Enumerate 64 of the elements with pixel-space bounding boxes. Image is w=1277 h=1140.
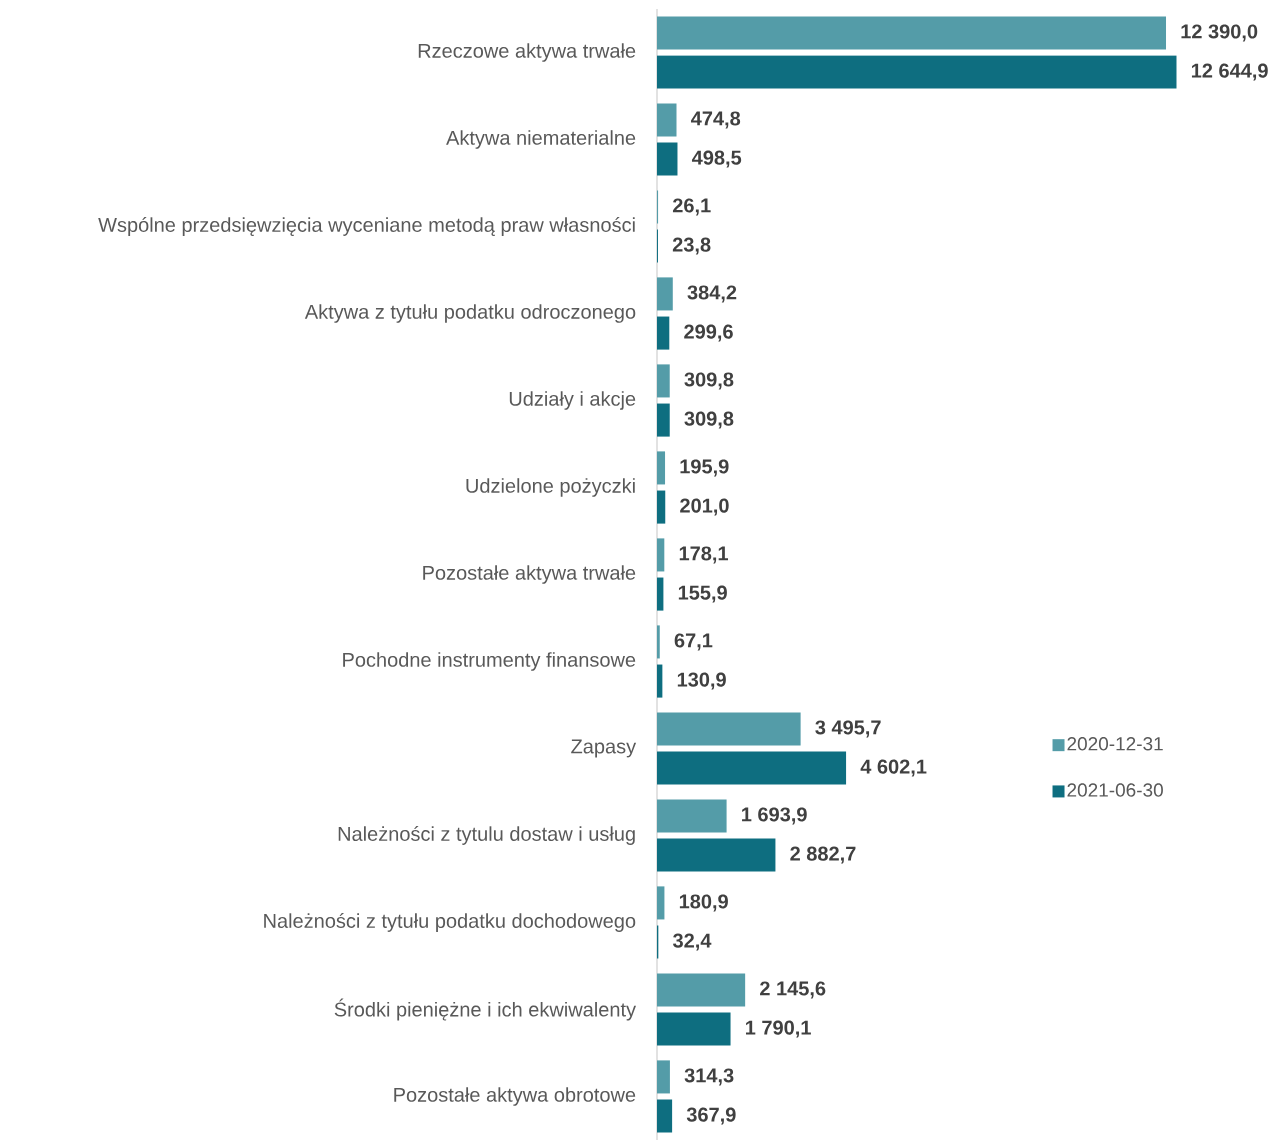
- bar: [657, 625, 660, 659]
- y-tick-label: Środki pieniężne i ich ekwiwalenty: [334, 998, 637, 1021]
- data-label: 26,1: [672, 198, 711, 216]
- bar: [657, 838, 776, 872]
- bar: [657, 1012, 731, 1046]
- data-label: 1 693,9: [742, 807, 807, 825]
- bar: [657, 712, 801, 746]
- data-label: 195,9: [680, 459, 729, 477]
- bar: [657, 16, 1167, 50]
- data-label: 155,9: [678, 585, 727, 603]
- y-tick-label: Pochodne instrumenty finansowe: [343, 652, 636, 671]
- bar: [657, 1060, 670, 1094]
- y-tick-label: Udziały i akcje: [509, 391, 636, 410]
- data-label: 367,9: [686, 1107, 736, 1125]
- bar: [657, 451, 666, 485]
- data-label: 498,5: [691, 150, 742, 168]
- bar: [657, 55, 1177, 89]
- bar: [657, 799, 727, 833]
- bar: [657, 886, 665, 920]
- data-label: 180,9: [679, 894, 728, 912]
- data-label: 12 644,9: [1191, 63, 1268, 81]
- data-label: 384,2: [687, 285, 737, 303]
- y-tick-label: Pozostałe aktywa obrotowe: [394, 1087, 636, 1106]
- data-label: 314,3: [684, 1068, 734, 1086]
- data-label: 201,0: [680, 498, 729, 516]
- data-label: 299,6: [684, 324, 733, 342]
- y-tick-label: Aktywa niematerialne: [446, 130, 636, 149]
- y-tick-label: Udzielone pożyczki: [466, 478, 635, 497]
- bar: [657, 364, 670, 398]
- y-tick-label: Należności z tytułu podatku dochodowego: [264, 913, 636, 932]
- legend-label: 2021-06-30: [1067, 783, 1163, 797]
- data-label: 309,8: [684, 411, 734, 429]
- data-label: 4 602,1: [860, 759, 927, 777]
- data-label: 2 882,7: [790, 846, 856, 864]
- bar: [657, 490, 666, 524]
- data-label: 178,1: [679, 546, 729, 564]
- data-label: 2 145,6: [760, 981, 826, 999]
- y-tick-label: Aktywa z tytułu podatku odroczonego: [304, 304, 636, 323]
- bar: [657, 316, 670, 350]
- bar: [657, 751, 847, 785]
- bar: [657, 538, 665, 572]
- legend-label: 2020-12-31: [1067, 737, 1163, 751]
- data-label: 130,9: [677, 672, 726, 690]
- data-label: 3 495,7: [815, 720, 881, 738]
- bar: [657, 1099, 673, 1133]
- data-label: 309,8: [684, 372, 734, 390]
- bar: [657, 142, 678, 176]
- data-label: 67,1: [674, 633, 713, 651]
- y-tick-label: Wspólne przedsięwzięcia wyceniane metodą praw własności: [98, 217, 635, 236]
- bar: [657, 973, 746, 1007]
- data-label: 23,8: [672, 237, 711, 255]
- data-label: 12 390,0: [1181, 24, 1258, 42]
- bar: [657, 577, 664, 611]
- data-label: 32,4: [672, 933, 712, 951]
- y-tick-label: Rzeczowe aktywa trwałe: [418, 43, 636, 62]
- data-label: 1 790,1: [746, 1020, 811, 1038]
- bar: [657, 103, 677, 137]
- bar: [657, 403, 670, 437]
- bar: [657, 277, 673, 311]
- y-tick-label: Pozostałe aktywa trwałe: [423, 565, 636, 584]
- y-tick-label: Zapasy: [571, 739, 637, 758]
- bar: [657, 664, 663, 698]
- y-tick-label: Należności z tytulu dostaw i usług: [338, 826, 635, 845]
- data-label: 474,8: [691, 111, 741, 129]
